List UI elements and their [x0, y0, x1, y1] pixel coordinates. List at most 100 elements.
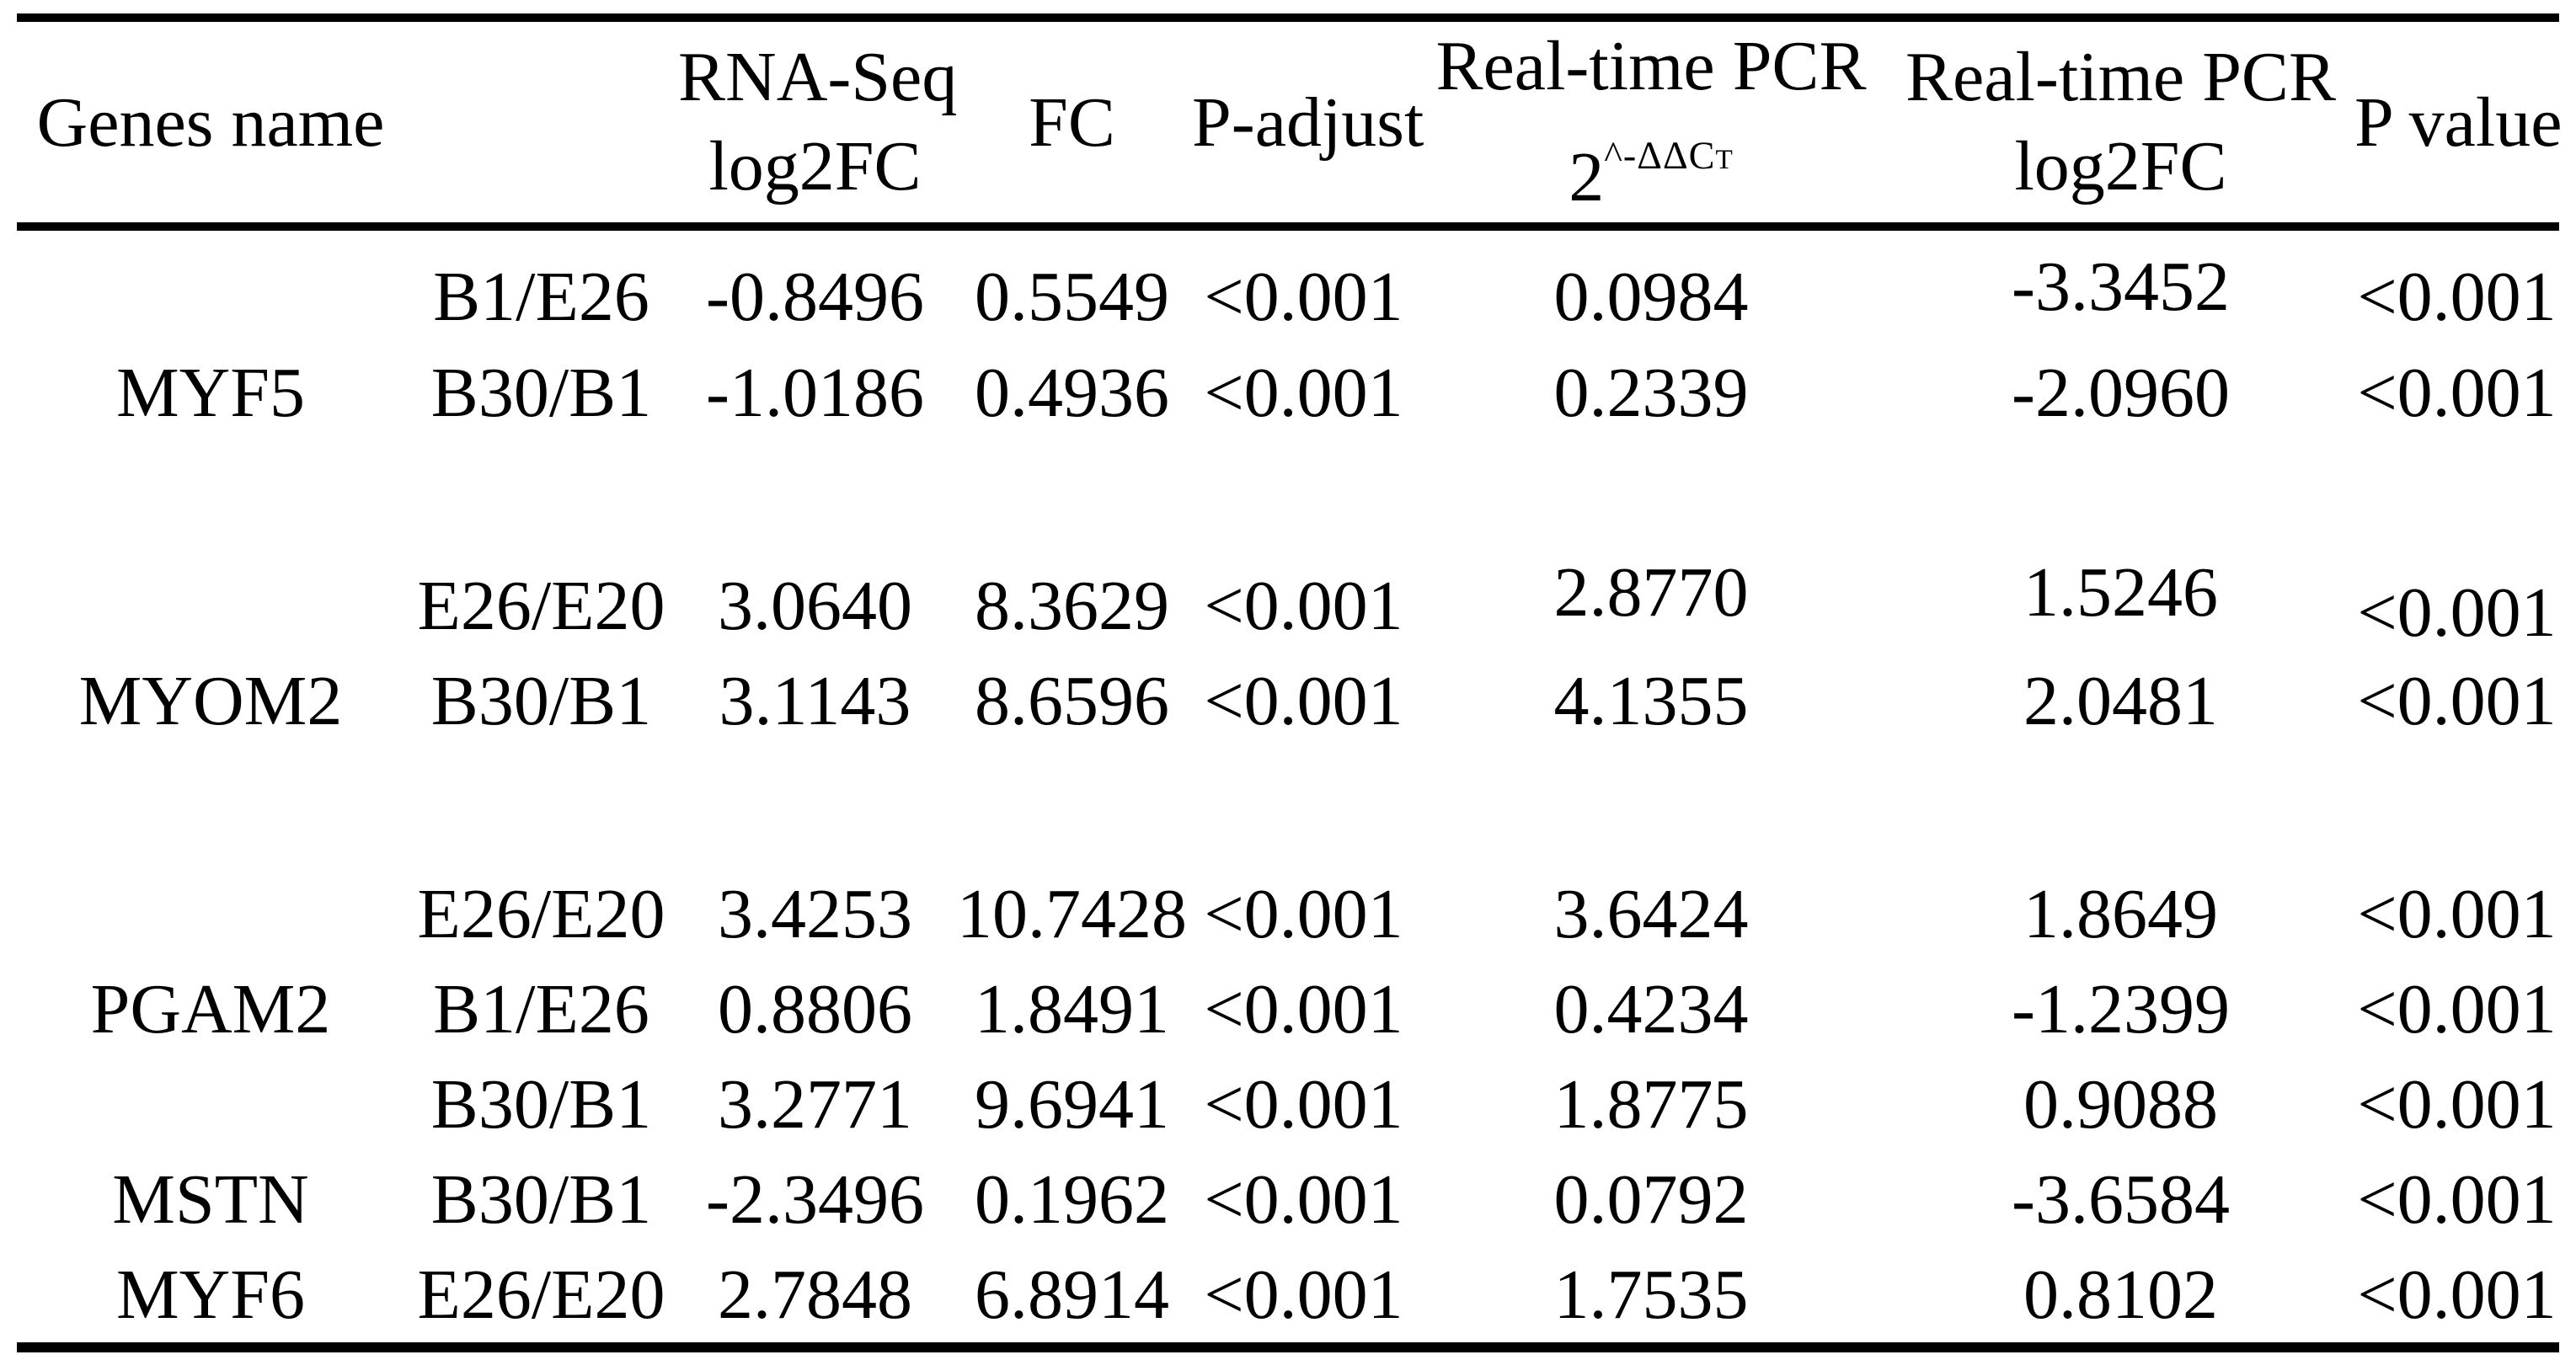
table-row: B30/B1 3.2771 9.6941 <0.001 1.8775 0.908… [17, 1057, 2559, 1152]
cell-ddct: 3.6424 [1553, 875, 1749, 953]
table-row: E26/E20 3.4253 10.7428 <0.001 3.6424 1.8… [17, 867, 2559, 962]
cell-pcr-log2fc: -2.0960 [2012, 354, 2230, 432]
cell-p-adjust: <0.001 [1204, 875, 1403, 953]
cell-gene: MYOM2 [78, 662, 343, 740]
cell-rnaseq-log2fc: 3.0640 [718, 567, 912, 645]
group-spacer [17, 749, 2559, 867]
group-spacer [17, 440, 2559, 558]
cell-p-adjust: <0.001 [1204, 257, 1403, 336]
cell-p-adjust: <0.001 [1204, 567, 1403, 645]
col-header-rnaseq-log2fc: RNA-Seq log2FC [678, 18, 958, 227]
cell-fc: 0.5549 [975, 257, 1169, 336]
table-row: MSTN B30/B1 -2.3496 0.1962 <0.001 0.0792… [17, 1152, 2559, 1247]
cell-rnaseq-log2fc: 3.4253 [718, 875, 912, 953]
cell-p-value: <0.001 [2357, 354, 2557, 432]
table-row: PGAM2 B1/E26 0.8806 1.8491 <0.001 0.4234… [17, 962, 2559, 1057]
table-row: E26/E20 3.0640 8.3629 <0.001 2.8770 1.52… [17, 553, 2559, 653]
cell-ddct: 2.8770 [1553, 553, 1749, 632]
header-rnaseq-line1: RNA-Seq [678, 38, 958, 116]
cell-fc: 8.6596 [975, 662, 1169, 740]
cell-comparison: E26/E20 [417, 1256, 665, 1334]
cell-p-value: <0.001 [2357, 875, 2557, 953]
cell-pcr-log2fc: 1.8649 [2023, 875, 2218, 953]
cell-rnaseq-log2fc: -1.0186 [706, 354, 924, 432]
table-row: MYF5 B30/B1 -1.0186 0.4936 <0.001 0.2339… [17, 345, 2559, 440]
cell-fc: 1.8491 [975, 970, 1169, 1048]
cell-ddct: 1.8775 [1553, 1065, 1749, 1144]
cell-comparison: B30/B1 [430, 1065, 652, 1144]
table-row: MYF6 E26/E20 2.7848 6.8914 <0.001 1.7535… [17, 1247, 2559, 1347]
col-header-pcr-log2fc: Real-time PCR log2FC [1887, 18, 2354, 227]
cell-ddct: 4.1355 [1553, 662, 1749, 740]
cell-p-value: <0.001 [2357, 1065, 2557, 1144]
cell-p-adjust: <0.001 [1204, 1256, 1403, 1334]
cell-comparison: B30/B1 [430, 1160, 652, 1239]
cell-gene [17, 558, 404, 653]
col-header-pcr-ddct: Real-time PCR 2^-ΔΔCT [1415, 18, 1887, 227]
cell-gene [17, 227, 404, 345]
cell-gene: MYF6 [115, 1256, 306, 1334]
cell-gene: MYF5 [115, 354, 306, 432]
cell-fc: 10.7428 [957, 875, 1187, 953]
col-header-p-adjust: P-adjust [1192, 83, 1424, 162]
cell-rnaseq-log2fc: 3.2771 [718, 1065, 912, 1144]
cell-p-value: <0.001 [2357, 662, 2557, 740]
cell-comparison: E26/E20 [417, 875, 665, 953]
cell-p-adjust: <0.001 [1204, 970, 1403, 1048]
header-row: Genes name RNA-Seq log2FC FC P-adjust Re… [17, 18, 2563, 227]
gene-expression-table: Genes name RNA-Seq log2FC FC P-adjust Re… [17, 13, 2563, 1352]
cell-fc: 6.8914 [975, 1256, 1169, 1334]
cell-p-adjust: <0.001 [1204, 1065, 1403, 1144]
col-header-genes-name: Genes name [36, 83, 385, 162]
cell-rnaseq-log2fc: -2.3496 [706, 1160, 924, 1239]
cell-fc: 9.6941 [975, 1065, 1169, 1144]
cell-pcr-log2fc: -3.3452 [2012, 247, 2230, 326]
cell-comparison: B30/B1 [430, 354, 652, 432]
cell-ddct: 0.0984 [1553, 257, 1749, 336]
cell-p-value: <0.001 [2357, 257, 2557, 336]
cell-p-adjust: <0.001 [1204, 662, 1403, 740]
cell-pcr-log2fc: -3.6584 [2012, 1160, 2230, 1239]
cell-fc: 0.1962 [975, 1160, 1169, 1239]
cell-comparison: B1/E26 [433, 257, 649, 336]
cell-gene: PGAM2 [90, 970, 331, 1048]
cell-pcr-log2fc: 0.9088 [2023, 1065, 2218, 1144]
col-header-fc: FC [1029, 83, 1115, 162]
cell-rnaseq-log2fc: 0.8806 [718, 970, 912, 1048]
cell-p-adjust: <0.001 [1204, 1160, 1403, 1239]
cell-pcr-log2fc: 0.8102 [2023, 1256, 2218, 1334]
cell-comparison: B1/E26 [433, 970, 649, 1048]
cell-ddct: 0.0792 [1553, 1160, 1749, 1239]
cell-p-value: <0.001 [2357, 1256, 2557, 1334]
header-pcr-ddct-line1: Real-time PCR [1435, 27, 1867, 105]
cell-rnaseq-log2fc: -0.8496 [706, 257, 924, 336]
col-header-comparison [404, 18, 678, 227]
cell-ddct: 1.7535 [1553, 1256, 1749, 1334]
cell-gene [17, 1057, 404, 1152]
cell-gene: MSTN [112, 1160, 309, 1239]
cell-ddct: 0.4234 [1553, 970, 1749, 1048]
cell-fc: 0.4936 [975, 354, 1169, 432]
cell-fc: 8.3629 [975, 567, 1169, 645]
cell-rnaseq-log2fc: 2.7848 [718, 1256, 912, 1334]
col-header-p-value: P value [2354, 83, 2563, 162]
cell-gene [17, 867, 404, 962]
header-pcr-ddct-formula: 2^-ΔΔCT [1569, 134, 1734, 216]
header-pcr-log2fc-line2: log2FC [2014, 127, 2227, 205]
cell-ddct: 0.2339 [1553, 354, 1749, 432]
table-row: MYOM2 B30/B1 3.1143 8.6596 <0.001 4.1355… [17, 653, 2559, 749]
cell-p-adjust: <0.001 [1204, 354, 1403, 432]
cell-pcr-log2fc: 2.0481 [2023, 662, 2218, 740]
cell-p-value: <0.001 [2357, 1160, 2557, 1239]
cell-pcr-log2fc: 1.5246 [2023, 553, 2218, 632]
header-pcr-log2fc-line1: Real-time PCR [1905, 38, 2336, 116]
cell-p-value: <0.001 [2357, 573, 2557, 652]
table-row: B1/E26 -0.8496 0.5549 <0.001 0.0984 -3.3… [17, 227, 2559, 345]
cell-p-value: <0.001 [2357, 970, 2557, 1048]
header-rnaseq-line2: log2FC [708, 127, 922, 205]
cell-comparison: B30/B1 [430, 662, 652, 740]
cell-rnaseq-log2fc: 3.1143 [719, 662, 911, 740]
cell-comparison: E26/E20 [417, 567, 665, 645]
cell-pcr-log2fc: -1.2399 [2012, 970, 2230, 1048]
